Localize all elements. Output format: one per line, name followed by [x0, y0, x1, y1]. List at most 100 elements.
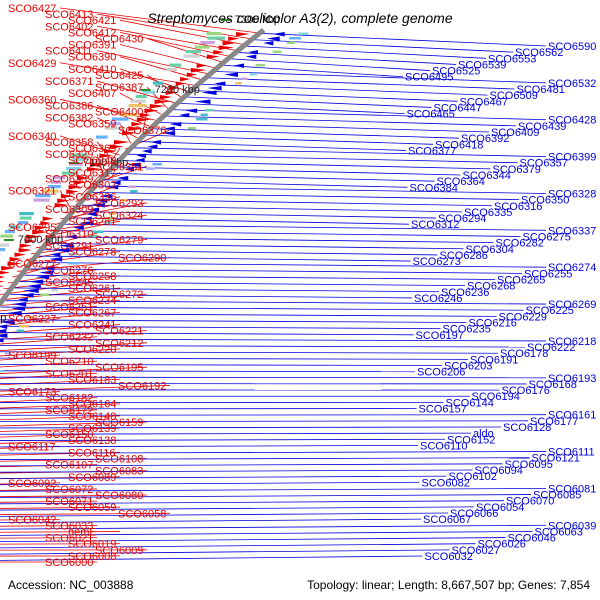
domain-feature-block — [54, 280, 62, 283]
gene-label-forward: SCO6000 — [45, 557, 93, 569]
domain-feature-block — [86, 235, 99, 238]
gene-label-reverse: SCO6054 — [476, 502, 524, 514]
gene-connector-forward — [0, 445, 61, 449]
domain-feature-block — [169, 63, 182, 67]
gene-label-forward: SCO6349 — [68, 155, 116, 167]
gene-label-forward: SCO6138 — [68, 435, 116, 447]
gene-label-reverse: SCO6067 — [423, 514, 471, 526]
reverse-gene-block — [95, 198, 108, 203]
gene-label-forward: SCO6072 — [45, 484, 93, 496]
gene-connector-forward — [59, 62, 195, 86]
forward-gene-block — [236, 32, 250, 37]
gene-connector-reverse — [97, 185, 547, 194]
gene-connector-reverse — [5, 300, 547, 305]
gene-label-reverse: SCO6286 — [440, 250, 488, 262]
gene-connector-forward — [0, 409, 98, 414]
gene-label-forward: SCO6276 — [45, 265, 93, 277]
forward-gene-block — [66, 189, 80, 194]
gene-connector-reverse — [190, 90, 458, 102]
gene-label-reverse: SCO6447 — [434, 102, 482, 114]
gene-connector-forward — [0, 494, 148, 498]
gene-label-reverse: SCO6235 — [443, 324, 491, 336]
reverse-gene-block — [0, 329, 7, 334]
gene-label-reverse: SCO6085 — [533, 490, 581, 502]
domain-feature-block — [130, 99, 146, 103]
gene-connector-forward — [0, 500, 98, 503]
gene-connector-reverse — [0, 338, 547, 342]
domain-feature-block — [19, 216, 32, 220]
gene-connector-reverse — [0, 512, 449, 517]
gene-label-reverse: SCO6095 — [505, 459, 553, 471]
gene-label-forward: SCO6359 — [68, 119, 116, 131]
reverse-gene-block — [233, 63, 245, 68]
gene-connector-reverse — [0, 376, 547, 379]
forward-gene-block — [9, 257, 22, 262]
gene-label-forward: SCO6429 — [8, 58, 56, 70]
gene-connector-forward — [0, 366, 148, 374]
gene-connector-forward — [30, 238, 148, 255]
gene-label-reverse: SCO6218 — [548, 336, 596, 348]
domain-feature-block — [111, 117, 129, 121]
gene-label-forward: SCO6407 — [68, 88, 116, 100]
gene-connector-reverse — [0, 463, 503, 467]
domain-feature-block — [10, 225, 21, 229]
domain-feature-block — [0, 370, 4, 373]
gene-label-forward: SCO6390 — [68, 52, 116, 64]
forward-gene-block — [68, 185, 82, 190]
forward-gene-block — [0, 285, 5, 287]
forward-gene-block — [0, 290, 2, 291]
forward-gene-block — [218, 45, 235, 50]
gene-label-reverse: SCO6357 — [520, 158, 568, 170]
gene-label-forward: SCO6148 — [68, 411, 116, 423]
gene-label-reverse: SCO6439 — [518, 121, 566, 133]
reverse-gene-block — [90, 203, 106, 208]
gene-label-forward: SCO6108 — [95, 454, 143, 466]
gene-label-reverse: SCO6094 — [475, 465, 523, 477]
gene-connector-forward — [96, 25, 237, 51]
gene-connector-reverse — [184, 96, 432, 108]
gene-connector-reverse — [0, 414, 547, 416]
reverse-gene-block — [136, 153, 147, 158]
gene-label-forward: SCO6042 — [8, 514, 56, 526]
gene-label-reverse: SCO6335 — [464, 207, 512, 219]
gene-label-reverse: SCO6144 — [446, 397, 494, 409]
gene-label-forward: SCO6220 — [68, 344, 116, 356]
forward-gene-block — [87, 167, 101, 172]
gene-connector-forward — [0, 421, 148, 427]
reverse-gene-block — [263, 41, 274, 46]
reverse-gene-block — [85, 212, 98, 217]
reverse-gene-block — [58, 243, 74, 248]
gene-connector-reverse — [48, 242, 464, 250]
gene-connector-reverse — [0, 432, 472, 435]
gene-connector-reverse — [0, 537, 506, 543]
gene-label-forward: SCO6278 — [68, 247, 116, 259]
reverse-gene-block — [248, 50, 258, 55]
gene-label-reverse: SCO6304 — [466, 244, 514, 256]
gene-label-reverse: SCO6294 — [438, 213, 486, 225]
domain-feature-block — [50, 180, 62, 184]
gene-label-reverse: SCO6121 — [532, 453, 580, 465]
gene-connector-reverse — [0, 457, 530, 460]
gene-label-reverse: SCO6032 — [425, 551, 473, 563]
reverse-gene-block — [147, 144, 158, 149]
gene-label-reverse: SCO6191 — [470, 354, 518, 366]
gene-connector-reverse — [91, 192, 520, 201]
gene-label-reverse: SCO6269 — [548, 299, 596, 311]
gene-connector-reverse — [0, 506, 475, 511]
gene-connector-forward — [0, 305, 98, 317]
reverse-gene-block — [124, 167, 134, 172]
gene-label-forward: SCO6059 — [68, 502, 116, 514]
gene-connector-reverse — [0, 488, 547, 492]
domain-feature-block — [206, 32, 222, 36]
gene-label-forward: SCO6425 — [95, 70, 143, 82]
domain-feature-block — [188, 127, 196, 130]
gene-label-reverse: SCO6275 — [523, 231, 571, 243]
gene-connector-reverse — [249, 39, 514, 53]
gene-label-forward: SCO6058 — [118, 508, 166, 520]
gene-connector-reverse — [0, 357, 469, 360]
forward-gene-block — [131, 122, 143, 127]
gene-label-reverse: SCO6377 — [408, 145, 456, 157]
forward-gene-block — [186, 72, 197, 77]
